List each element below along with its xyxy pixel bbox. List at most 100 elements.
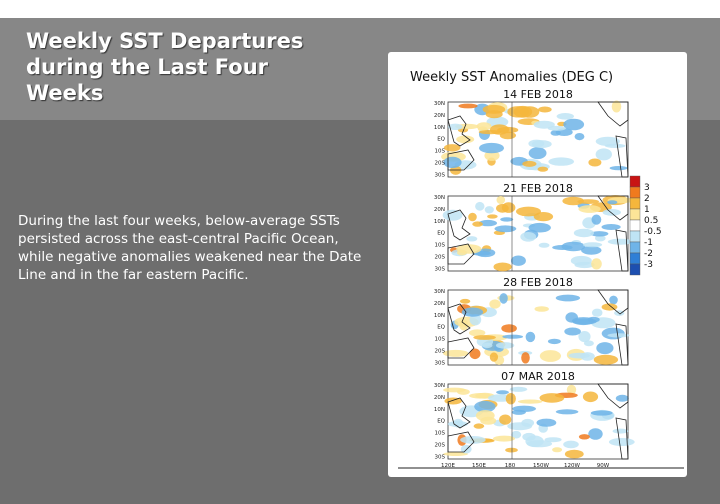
lat-tick-label: 10S xyxy=(435,149,446,155)
coastline xyxy=(447,431,475,453)
sst-anomaly-figure-svg: Weekly SST Anomalies (DEG C) 14 FEB 2018… xyxy=(398,70,684,469)
anomaly-blob xyxy=(511,430,522,439)
colorbar-label: -0.5 xyxy=(644,227,662,237)
anomaly-blob xyxy=(604,143,626,148)
anomaly-blob xyxy=(456,244,482,254)
coastline xyxy=(447,303,471,335)
anomaly-blob xyxy=(607,200,618,205)
anomaly-blob xyxy=(607,333,630,338)
lat-tick-label: 30S xyxy=(435,360,446,366)
anomaly-blob xyxy=(469,348,481,360)
top-strip xyxy=(0,0,720,18)
anomaly-blob xyxy=(533,120,555,129)
anomaly-panel: 21 FEB 2018 30N 20N 10N EQ 10S 20S 30S xyxy=(434,182,634,272)
anomaly-blob xyxy=(475,410,495,422)
sst-anomaly-figure: Weekly SST Anomalies (DEG C) 14 FEB 2018… xyxy=(388,52,687,477)
anomaly-blob xyxy=(538,106,552,113)
anomaly-blob xyxy=(580,352,595,361)
anomaly-blob xyxy=(478,219,497,227)
anomaly-blob xyxy=(591,308,603,317)
lat-tick-label: EQ xyxy=(437,231,445,237)
lat-tick-label: 20N xyxy=(434,207,445,213)
lat-tick-label: 30N xyxy=(434,195,445,201)
lat-tick-label: 20S xyxy=(435,443,446,449)
anomaly-panel: 28 FEB 2018 30N 20N 10N EQ 10S 20S 30S xyxy=(434,276,630,366)
anomaly-blob xyxy=(484,206,494,214)
lat-tick-label: 30N xyxy=(434,383,445,389)
lat-tick-label: 20N xyxy=(434,113,445,119)
anomaly-blob xyxy=(607,238,633,245)
anomaly-blob xyxy=(459,298,471,304)
anomaly-blob xyxy=(595,235,606,242)
coastline xyxy=(447,243,475,265)
anomaly-blob xyxy=(537,166,549,172)
coastline xyxy=(447,209,471,241)
colorbar-segment xyxy=(629,219,641,232)
anomaly-blob xyxy=(507,106,529,118)
anomaly-blob xyxy=(521,418,535,427)
anomaly-blob xyxy=(528,222,551,233)
colorbar-segment xyxy=(629,263,641,276)
colorbar-segment xyxy=(629,208,641,221)
anomaly-blob xyxy=(583,340,594,347)
anomaly-blob xyxy=(609,166,628,171)
anomaly-blob xyxy=(578,331,591,343)
anomaly-blob xyxy=(578,205,601,213)
anomaly-blob xyxy=(505,393,516,405)
lon-tick-label: 120E xyxy=(441,463,455,469)
anomaly-blob xyxy=(475,201,485,211)
anomaly-blob xyxy=(500,217,514,222)
lat-tick-label: 10N xyxy=(434,125,445,131)
panel-date: 14 FEB 2018 xyxy=(503,88,573,101)
anomaly-blob xyxy=(595,148,612,161)
anomaly-blob xyxy=(578,434,590,440)
lat-tick-label: EQ xyxy=(437,325,445,331)
anomaly-blob xyxy=(538,242,550,248)
anomaly-panel: 07 MAR 2018 30N 20N 10N EQ 10S 20S 30S xyxy=(434,370,635,460)
anomaly-blob xyxy=(459,319,469,331)
anomaly-blob xyxy=(528,147,547,160)
lat-tick-label: 10S xyxy=(435,243,446,249)
anomaly-blob xyxy=(496,203,509,213)
anomaly-blob xyxy=(486,116,509,128)
lat-tick-label: 10N xyxy=(434,313,445,319)
anomaly-blob xyxy=(485,110,503,119)
anomaly-blob xyxy=(516,206,541,217)
anomaly-blob xyxy=(496,390,509,395)
anomaly-blob xyxy=(468,212,477,222)
anomaly-blob xyxy=(539,393,565,403)
anomaly-blob xyxy=(552,245,573,250)
anomaly-blob xyxy=(511,409,526,415)
lon-tick-label: 180 xyxy=(505,463,516,469)
anomaly-blob xyxy=(544,437,562,443)
anomaly-blob xyxy=(501,324,517,333)
lat-tick-label: 30N xyxy=(434,101,445,107)
anomaly-blob xyxy=(457,388,470,395)
anomaly-blob xyxy=(489,124,510,135)
panel-date: 07 MAR 2018 xyxy=(501,370,575,383)
anomaly-blob xyxy=(615,394,629,402)
coastline xyxy=(597,195,629,272)
coastline xyxy=(447,337,475,359)
anomaly-blob xyxy=(566,384,577,395)
anomaly-blob xyxy=(588,428,603,440)
colorbar-label: -1 xyxy=(644,238,653,248)
anomaly-blob xyxy=(473,335,496,340)
lat-tick-label: EQ xyxy=(437,419,445,425)
lon-tick-label: 150E xyxy=(472,463,486,469)
anomaly-blob xyxy=(442,209,463,221)
anomaly-blob xyxy=(601,224,621,230)
lat-tick-label: 20N xyxy=(434,395,445,401)
anomaly-blob xyxy=(458,103,478,109)
lat-tick-label: 30S xyxy=(435,454,446,460)
colorbar-segment xyxy=(629,230,641,243)
anomaly-blob xyxy=(593,354,619,365)
anomaly-blob xyxy=(493,435,515,442)
lat-tick-label: 10S xyxy=(435,337,446,343)
anomaly-blob xyxy=(552,447,563,453)
anomaly-blob xyxy=(572,318,597,325)
coastline xyxy=(447,115,471,147)
lat-tick-label: 30S xyxy=(435,172,446,178)
anomaly-blob xyxy=(590,231,609,237)
anomaly-blob xyxy=(525,331,536,343)
